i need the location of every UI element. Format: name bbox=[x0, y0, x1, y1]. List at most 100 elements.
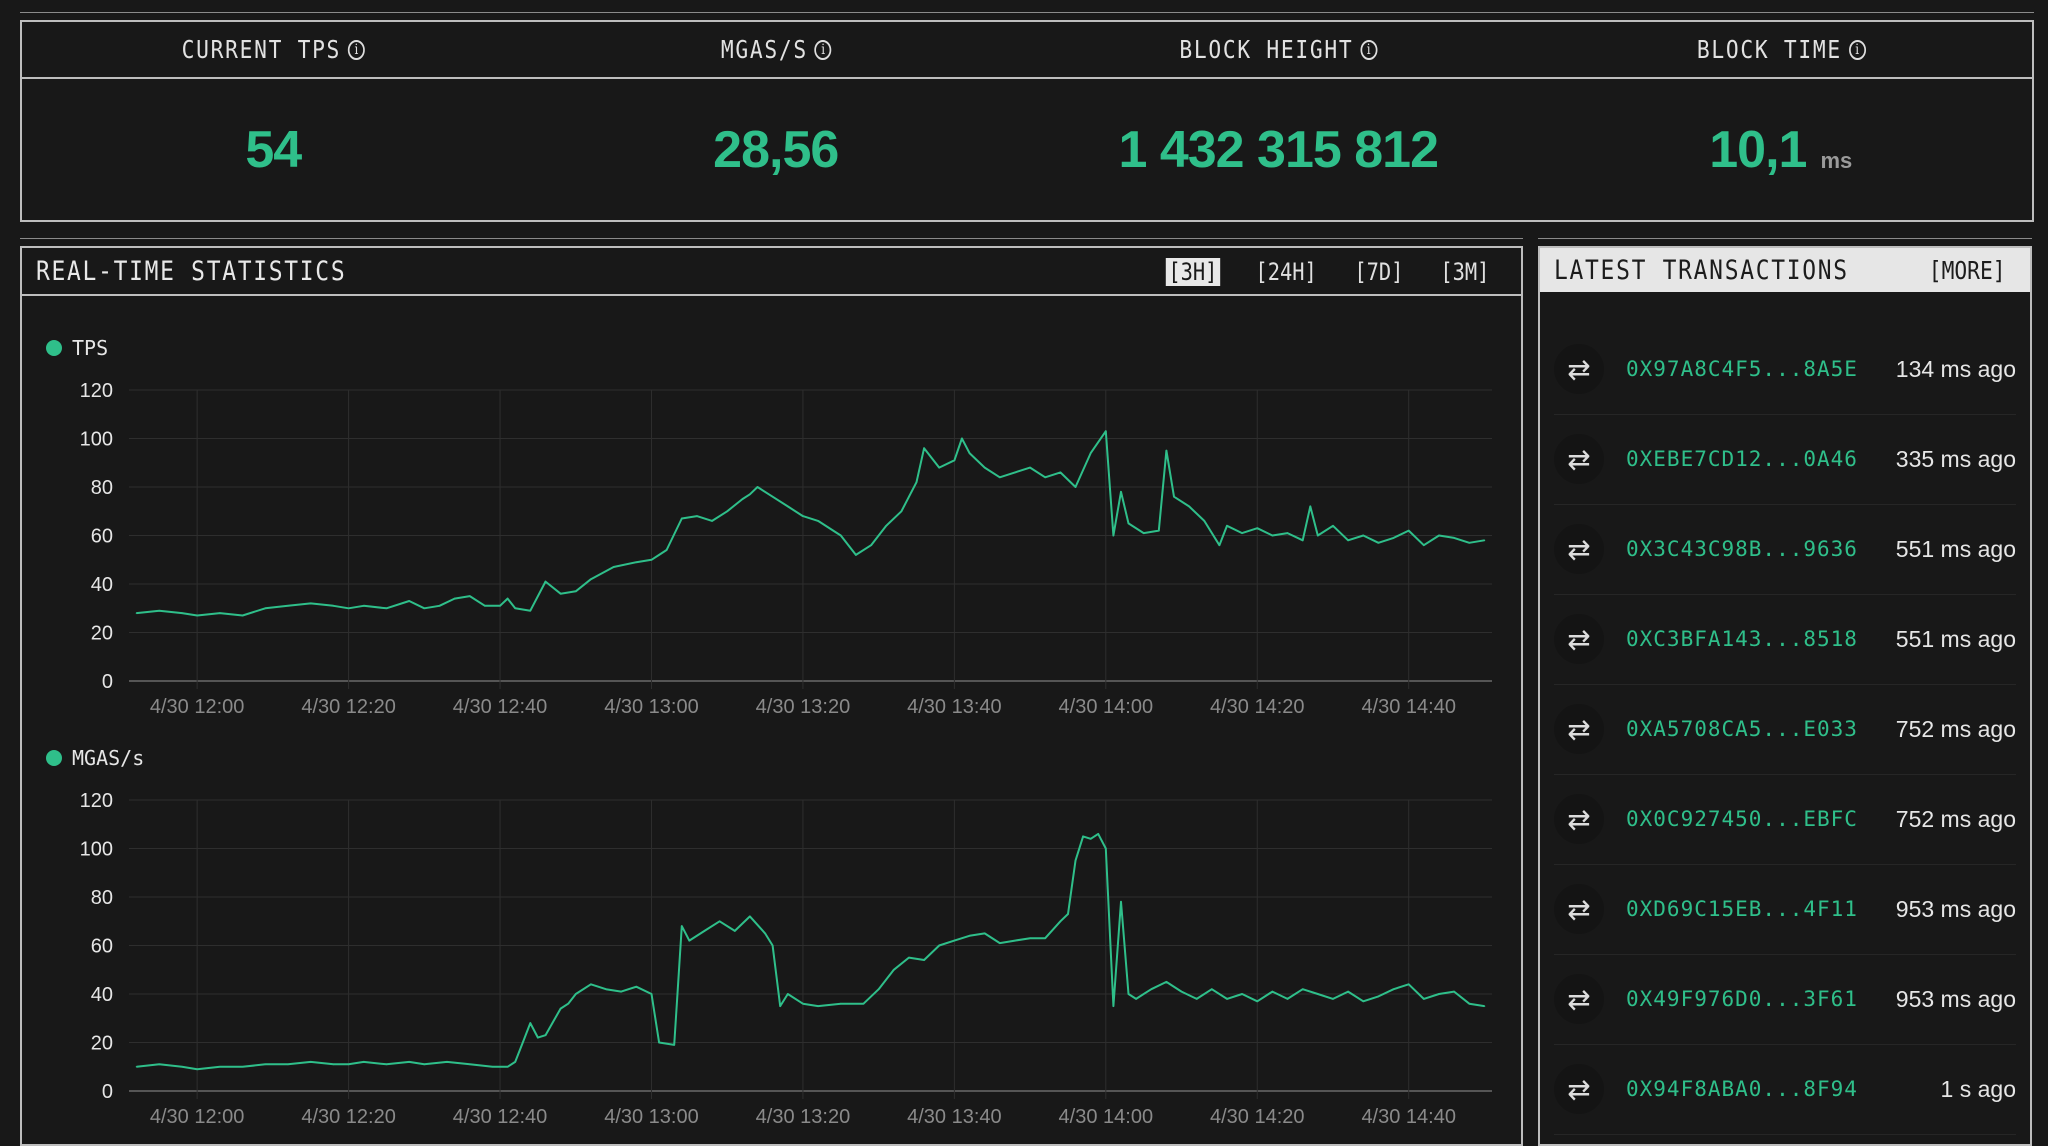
data-point bbox=[1211, 988, 1213, 990]
data-point bbox=[999, 476, 1001, 479]
data-point bbox=[802, 515, 804, 517]
data-point bbox=[1180, 990, 1183, 993]
data-point bbox=[499, 605, 501, 607]
data-point bbox=[870, 544, 872, 546]
transaction-row[interactable]: ⇄ 0XEBE7CD12...0A46 335 ms ago bbox=[1554, 414, 2016, 505]
data-point bbox=[983, 932, 986, 935]
x-tick-label: 4/30 12:40 bbox=[453, 696, 548, 713]
data-point bbox=[347, 1063, 350, 1066]
metric-label-block-time: BLOCK TIME i bbox=[1567, 22, 1994, 77]
x-tick-label: 4/30 14:20 bbox=[1210, 696, 1305, 713]
transaction-row[interactable]: ⇄ 0XA5708CA5...E033 752 ms ago bbox=[1554, 684, 2016, 775]
transaction-hash[interactable]: 0XA5708CA5...E033 bbox=[1626, 717, 1858, 741]
y-tick-label: 0 bbox=[102, 1081, 113, 1103]
transaction-hash[interactable]: 0XD69C15EB...4F11 bbox=[1626, 897, 1858, 921]
data-point bbox=[749, 915, 751, 918]
data-point bbox=[506, 1065, 509, 1068]
data-point bbox=[756, 486, 759, 488]
transaction-row[interactable]: ⇄ 0X3C43C98B...9636 551 ms ago bbox=[1554, 504, 2016, 595]
data-point bbox=[529, 1022, 532, 1024]
data-point bbox=[786, 505, 789, 508]
data-point bbox=[733, 930, 736, 932]
range-7d[interactable]: [7D] bbox=[1354, 258, 1404, 286]
range-3h[interactable]: [3H] bbox=[1166, 258, 1221, 286]
transaction-hash[interactable]: 0X3C43C98B...9636 bbox=[1626, 537, 1858, 561]
data-point bbox=[1347, 539, 1349, 542]
data-point bbox=[1226, 525, 1228, 527]
series-line bbox=[136, 832, 1485, 1071]
data-point bbox=[1317, 534, 1319, 537]
transaction-hash[interactable]: 0X49F976D0...3F61 bbox=[1626, 987, 1858, 1011]
data-point bbox=[196, 614, 198, 617]
data-point bbox=[529, 609, 532, 612]
data-point bbox=[1135, 998, 1137, 1000]
legend-dot bbox=[46, 750, 62, 766]
info-icon[interactable]: i bbox=[814, 39, 832, 60]
transaction-row[interactable]: ⇄ 0XC3BFA143...8518 551 ms ago bbox=[1554, 594, 2016, 685]
data-point bbox=[1044, 476, 1047, 479]
data-point bbox=[1082, 835, 1084, 838]
data-point bbox=[832, 529, 835, 532]
data-point bbox=[953, 459, 956, 462]
data-point bbox=[1301, 539, 1304, 542]
data-point bbox=[590, 983, 592, 986]
info-icon[interactable]: i bbox=[1848, 39, 1866, 60]
x-tick-label: 4/30 13:20 bbox=[756, 1106, 851, 1123]
data-point bbox=[544, 1034, 547, 1037]
data-point bbox=[1105, 430, 1107, 433]
info-icon[interactable]: i bbox=[347, 39, 365, 60]
data-point bbox=[749, 493, 751, 496]
transaction-hash[interactable]: 0X0C927450...EBFC bbox=[1626, 807, 1858, 831]
data-point bbox=[1423, 544, 1425, 546]
data-point bbox=[1362, 534, 1365, 537]
stats-title: REAL-TIME STATISTICS bbox=[36, 256, 347, 287]
transaction-row[interactable]: ⇄ 0XD69C15EB...4F11 953 ms ago bbox=[1554, 864, 2016, 955]
transaction-hash[interactable]: 0X94F8ABA0...8F94 bbox=[1626, 1077, 1858, 1101]
data-point bbox=[605, 988, 607, 990]
transaction-time: 551 ms ago bbox=[1895, 625, 2016, 652]
range-3m[interactable]: [3M] bbox=[1440, 258, 1490, 286]
data-point bbox=[1453, 990, 1455, 993]
metric-value-block-height: 1 432 315 812 bbox=[1118, 120, 1439, 179]
data-point bbox=[688, 939, 691, 942]
data-point bbox=[1127, 993, 1130, 995]
x-tick-label: 4/30 12:20 bbox=[301, 1106, 396, 1123]
data-point bbox=[1423, 998, 1425, 1000]
swap-arrows-icon: ⇄ bbox=[1554, 1064, 1604, 1114]
data-point bbox=[650, 993, 653, 995]
mgas-legend: MGAS/s bbox=[46, 746, 144, 770]
range-24h[interactable]: [24H] bbox=[1255, 258, 1317, 286]
data-point bbox=[771, 944, 774, 947]
transaction-hash[interactable]: 0X97A8C4F5...8A5E bbox=[1626, 357, 1858, 381]
data-point bbox=[1150, 988, 1153, 990]
transaction-time: 551 ms ago bbox=[1895, 535, 2016, 562]
info-icon[interactable]: i bbox=[1360, 39, 1378, 60]
transaction-row[interactable]: ⇄ 0X97A8C4F5...8A5E 134 ms ago bbox=[1554, 324, 2016, 415]
data-point bbox=[1044, 937, 1047, 940]
series-line bbox=[136, 430, 1485, 617]
data-point bbox=[347, 607, 350, 610]
more-button[interactable]: [MORE] bbox=[1928, 256, 2006, 285]
transaction-hash[interactable]: 0XEBE7CD12...0A46 bbox=[1626, 447, 1858, 471]
data-point bbox=[287, 1063, 289, 1066]
transaction-hash[interactable]: 0XC3BFA143...8518 bbox=[1626, 627, 1858, 651]
data-point bbox=[1112, 534, 1115, 537]
metrics-header: CURRENT TPS i MGAS/S i BLOCK HEIGHT i BLOCK… bbox=[22, 22, 2032, 79]
transaction-row[interactable]: ⇄ 0X0C927450...EBFC 752 ms ago bbox=[1554, 774, 2016, 865]
data-point bbox=[923, 447, 925, 449]
data-point bbox=[892, 968, 895, 971]
metric-value-current-tps: 54 bbox=[245, 120, 302, 179]
data-point bbox=[181, 612, 183, 614]
stats-header: REAL-TIME STATISTICS [3H] [24H] [7D] [3M… bbox=[22, 248, 1521, 296]
data-point bbox=[506, 597, 509, 600]
y-tick-label: 60 bbox=[91, 936, 113, 958]
data-point bbox=[264, 1063, 267, 1066]
transaction-row[interactable]: ⇄ 0X94F8ABA0...8F94 1 s ago bbox=[1554, 1044, 2016, 1135]
transaction-time: 752 ms ago bbox=[1895, 715, 2016, 742]
data-point bbox=[1392, 537, 1395, 539]
data-point bbox=[1188, 505, 1190, 508]
data-point bbox=[900, 510, 903, 513]
transaction-row[interactable]: ⇄ 0X49F976D0...3F61 953 ms ago bbox=[1554, 954, 2016, 1045]
swap-arrows-icon: ⇄ bbox=[1554, 344, 1604, 394]
data-point bbox=[696, 515, 698, 517]
